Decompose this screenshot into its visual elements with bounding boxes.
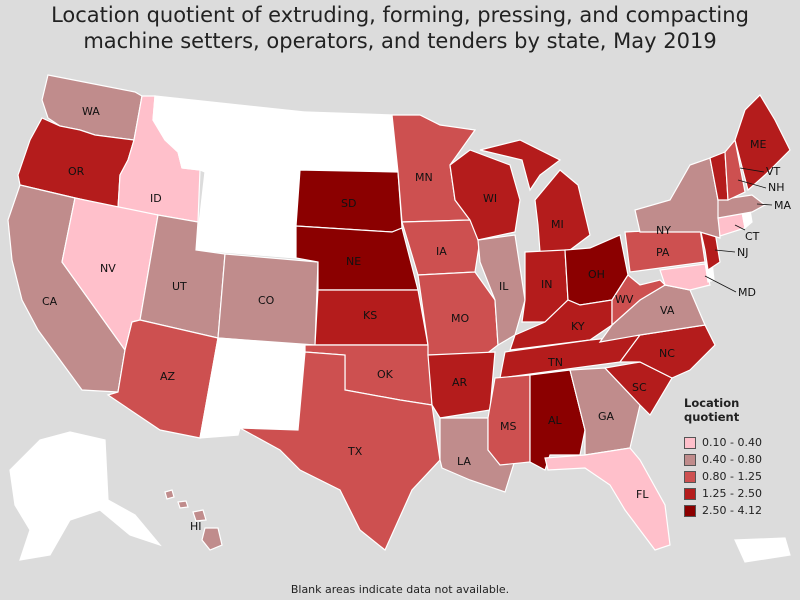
label-nv: NV [100, 262, 116, 275]
legend-label: 0.40 - 0.80 [702, 453, 762, 466]
title-line-2: machine setters, operators, and tenders … [83, 29, 717, 53]
label-pa: PA [656, 246, 670, 259]
legend-item: 2.50 - 4.12 [684, 502, 796, 519]
label-la: LA [457, 455, 471, 468]
label-il: IL [499, 280, 509, 293]
legend-label: 0.80 - 1.25 [702, 470, 762, 483]
label-ms: MS [500, 420, 516, 433]
state-mi[interactable] [479, 139, 591, 253]
state-nd[interactable] [299, 111, 399, 173]
label-ca: CA [42, 295, 58, 308]
label-wi: WI [483, 192, 497, 205]
state-wi[interactable] [449, 149, 521, 241]
legend-label: 1.25 - 2.50 [702, 487, 762, 500]
label-ky: KY [571, 320, 585, 333]
label-hi: HI [190, 520, 202, 533]
state-il[interactable] [477, 234, 526, 347]
map-title: Location quotient of extruding, forming,… [0, 2, 800, 54]
legend-label: 2.50 - 4.12 [702, 504, 762, 517]
label-nh: NH [768, 181, 785, 194]
legend-swatch [684, 453, 696, 466]
label-oh: OH [588, 268, 605, 281]
label-md: MD [738, 286, 756, 299]
state-ny[interactable] [634, 157, 721, 239]
state-ia[interactable] [401, 219, 481, 276]
label-fl: FL [636, 488, 649, 501]
label-sc: SC [632, 381, 647, 394]
legend-swatch [684, 470, 696, 483]
state-nh[interactable] [724, 138, 746, 201]
label-ar: AR [452, 376, 468, 389]
label-mi: MI [551, 218, 564, 231]
legend: Location quotient 0.10 - 0.40 0.40 - 0.8… [684, 396, 796, 519]
label-ct: CT [745, 230, 760, 243]
label-vt: VT [766, 165, 781, 178]
label-mn: MN [415, 171, 433, 184]
label-ia: IA [436, 245, 447, 258]
label-ok: OK [377, 368, 394, 381]
state-hi[interactable] [164, 489, 223, 551]
label-va: VA [660, 304, 675, 317]
label-tn: TN [547, 356, 563, 369]
label-tx: TX [347, 445, 363, 458]
label-sd: SD [341, 197, 356, 210]
legend-label: 0.10 - 0.40 [702, 436, 762, 449]
state-sc[interactable] [603, 361, 673, 416]
state-ma[interactable] [717, 194, 767, 219]
label-al: AL [548, 414, 563, 427]
label-ny: NY [656, 224, 671, 237]
label-nc: NC [659, 347, 675, 360]
label-ut: UT [172, 280, 187, 293]
legend-swatch [684, 487, 696, 500]
state-ak[interactable] [9, 431, 162, 561]
label-az: AZ [160, 370, 176, 383]
label-in: IN [541, 278, 552, 291]
state-wv[interactable] [611, 274, 666, 327]
label-leader-lines [704, 167, 773, 293]
state-nm[interactable] [199, 337, 306, 439]
legend-swatch [684, 436, 696, 449]
state-ar[interactable] [427, 351, 496, 419]
label-co: CO [258, 294, 275, 307]
state-labels: WA OR CA ID NV UT AZ CO SD NE KS OK TX M… [42, 105, 791, 533]
state-wy[interactable] [195, 171, 301, 259]
label-me: ME [750, 138, 766, 151]
label-ma: MA [774, 199, 791, 212]
legend-item: 1.25 - 2.50 [684, 485, 796, 502]
title-line-1: Location quotient of extruding, forming,… [51, 3, 749, 27]
territory-pr[interactable] [734, 537, 791, 563]
label-wv: WV [615, 293, 634, 306]
label-ga: GA [598, 410, 615, 423]
label-or: OR [68, 165, 85, 178]
label-ks: KS [363, 309, 377, 322]
legend-title: Location quotient [684, 396, 740, 424]
label-nj: NJ [737, 246, 748, 259]
legend-item: 0.80 - 1.25 [684, 468, 796, 485]
state-tx[interactable] [239, 351, 441, 551]
label-id: ID [150, 192, 162, 205]
label-mo: MO [451, 312, 469, 325]
state-fl[interactable] [544, 447, 671, 551]
legend-item: 0.10 - 0.40 [684, 434, 796, 451]
legend-swatch [684, 504, 696, 517]
state-mo[interactable] [417, 271, 499, 356]
label-ne: NE [346, 255, 361, 268]
state-md[interactable] [659, 263, 711, 291]
state-me[interactable] [734, 94, 791, 192]
legend-item: 0.40 - 0.80 [684, 451, 796, 468]
label-wa: WA [82, 105, 100, 118]
footnote: Blank areas indicate data not available. [290, 583, 510, 596]
